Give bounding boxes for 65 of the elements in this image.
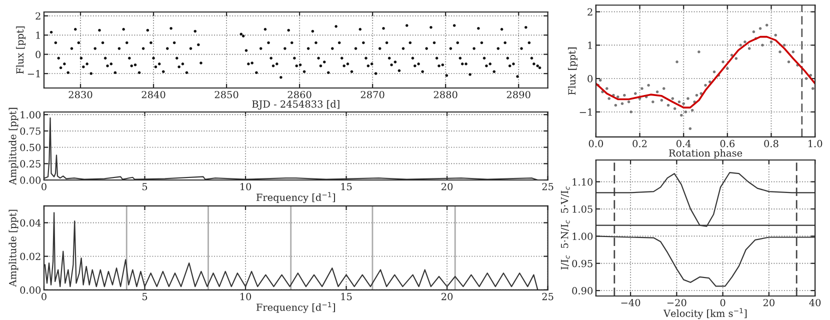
line-series [596, 236, 816, 287]
x-tick-label: 2860 [288, 90, 312, 98]
x-axis-title: BJD - 2454833 [d] [252, 100, 340, 110]
x-tick-label: 0.2 [632, 140, 647, 148]
y-tick-label: 1.05 [572, 205, 592, 213]
y-tick-label: 0.95 [572, 260, 592, 268]
x-tick-label: 20 [442, 182, 453, 190]
x-tick-label: 0.0 [588, 140, 604, 148]
x-axis-title: Rotation phase [668, 149, 742, 159]
y-axis-title: Amplitude [ppt] [8, 108, 18, 185]
y-axis-title: Flux [ppt] [16, 26, 26, 74]
y-tick-label: 0.00 [20, 286, 41, 294]
x-tick-label: 0 [42, 182, 46, 190]
x-tick-label: 2840 [142, 90, 166, 98]
x-tick-label: 0.8 [764, 140, 778, 148]
x-tick-label: 0 [720, 298, 726, 306]
y-tick-label: 1 [36, 32, 40, 39]
x-tick-label: 25 [542, 182, 554, 190]
x-tick-label: 40 [809, 298, 821, 306]
x-axis-title: Frequency [d$^{−1}$] [256, 192, 335, 204]
y-axis-title: I/I$_{c}$ 5·N/I$_{c}$ 5·V/I$_{c}$ [561, 186, 570, 270]
y-tick-label: 1.00 [20, 111, 41, 118]
y-tick-label: 1.00 [572, 232, 593, 240]
x-tick-label: 0 [42, 292, 46, 300]
x-tick-label: 2870 [360, 90, 384, 98]
y-axis-title: Flux [ppt] [568, 48, 578, 95]
x-tick-label: 2850 [214, 90, 238, 98]
x-tick-label: 15 [341, 182, 352, 190]
x-tick-label: 5 [142, 183, 148, 190]
x-tick-label: −40 [621, 298, 640, 306]
y-tick-label: 0.50 [20, 144, 41, 152]
line-series [44, 117, 538, 180]
x-tick-label: 5 [142, 292, 148, 300]
x-tick-label: 1.0 [808, 140, 822, 148]
y-tick-label: 2 [36, 12, 40, 20]
y-tick-label: 1 [588, 42, 592, 49]
y-tick-label: 0.02 [20, 252, 40, 260]
y-axis-title: Amplitude [ppt] [8, 210, 18, 287]
x-tick-label: 20 [442, 292, 453, 300]
y-tick-label: 1.10 [572, 178, 593, 186]
x-tick-label: 20 [763, 298, 774, 306]
x-axis-title: Frequency [d$^{−1}$] [256, 302, 335, 313]
x-tick-label: −20 [667, 298, 686, 306]
y-tick-label: −1 [28, 70, 40, 78]
x-tick-label: 0.6 [720, 140, 735, 148]
x-tick-label: 25 [542, 292, 554, 300]
x-tick-label: 2880 [434, 90, 458, 98]
y-tick-label: 0.90 [572, 287, 593, 294]
x-tick-label: 15 [341, 292, 352, 300]
x-tick-label: 10 [240, 292, 252, 300]
y-tick-label: 0 [588, 75, 593, 82]
y-tick-label: −1 [580, 108, 592, 116]
x-tick-label: 2890 [506, 90, 530, 98]
x-tick-label: 2830 [68, 90, 92, 98]
x-axis-title: Velocity [km s$^{−1}$] [663, 308, 747, 320]
x-tick-label: 0.4 [676, 140, 691, 148]
line-series [44, 212, 538, 290]
y-tick-label: 0.75 [20, 127, 40, 135]
y-tick-label: 0.00 [20, 176, 41, 184]
y-tick-label: 0 [36, 50, 41, 58]
y-tick-label: 0.25 [20, 160, 40, 168]
y-tick-label: 0.04 [20, 219, 41, 227]
y-tick-label: 2 [588, 8, 592, 16]
x-tick-label: 10 [240, 182, 252, 190]
line-series [596, 172, 816, 227]
